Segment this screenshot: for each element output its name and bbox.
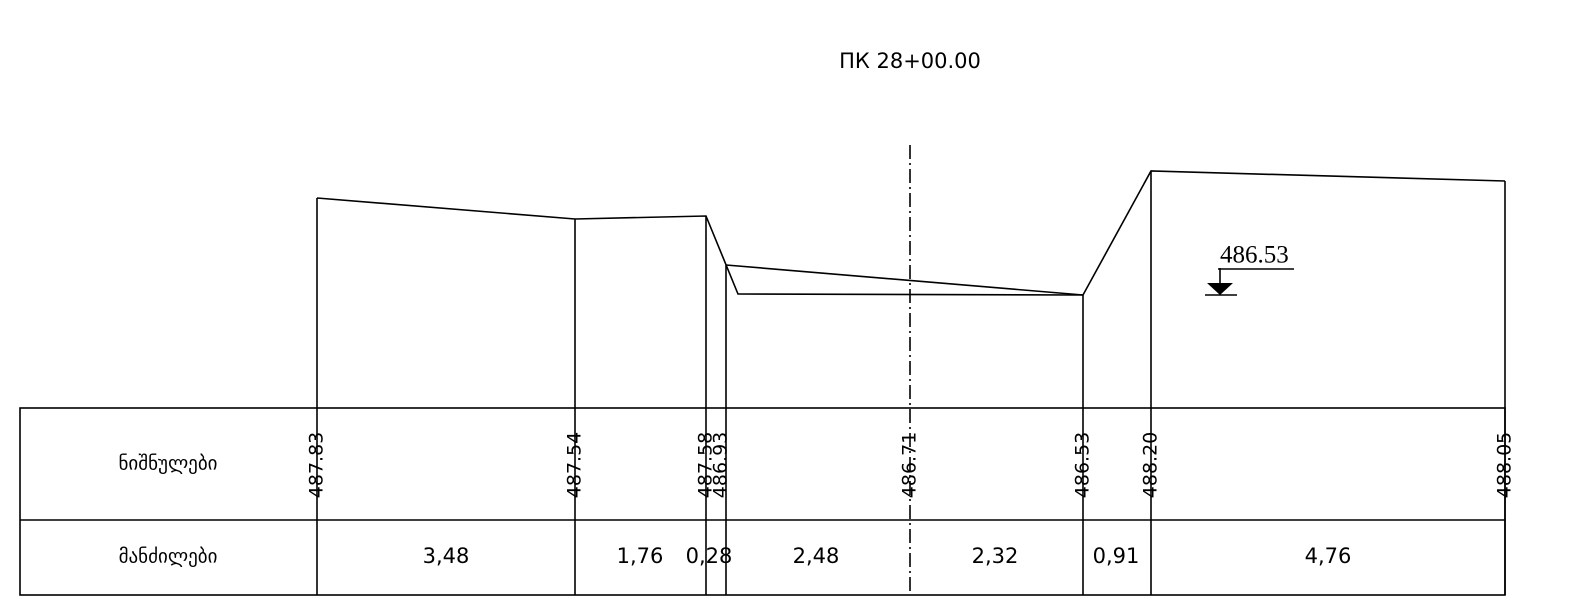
elevation: 486.93 <box>710 432 732 498</box>
elevation: 486.71 <box>899 432 921 498</box>
distance: 0,28 <box>686 544 733 568</box>
distance: 0,91 <box>1093 544 1140 568</box>
distance: 2,32 <box>972 544 1019 568</box>
distance: 3,48 <box>423 544 470 568</box>
water-level-label: 486.53 <box>1220 242 1289 269</box>
elevation: 487.54 <box>564 432 586 498</box>
station-lines <box>316 171 1506 595</box>
distance: 1,76 <box>617 544 664 568</box>
distance: 4,76 <box>1305 544 1352 568</box>
row-label: მანძილები <box>119 546 218 568</box>
table-frame <box>19 407 1506 596</box>
title: ПК 28+00.00 <box>839 49 981 73</box>
design-line <box>725 264 1084 296</box>
elevation: 487.83 <box>306 432 328 498</box>
elevation: 488.20 <box>1140 432 1162 498</box>
row-label: ნიშნულები <box>119 453 218 475</box>
distances: 3,48 1,76 0,28 2,48 2,32 0,91 4,76 <box>423 544 1352 568</box>
elevation: 487.58 <box>695 432 717 498</box>
elevation: 488.05 <box>1494 432 1516 498</box>
elevations: 487.83 487.54 487.58 486.93 486.71 486.5… <box>306 432 1516 498</box>
distance: 2,48 <box>793 544 840 568</box>
elevation: 486.53 <box>1072 432 1094 498</box>
ground-profile <box>316 170 1506 296</box>
water-level-symbol <box>1205 268 1294 296</box>
